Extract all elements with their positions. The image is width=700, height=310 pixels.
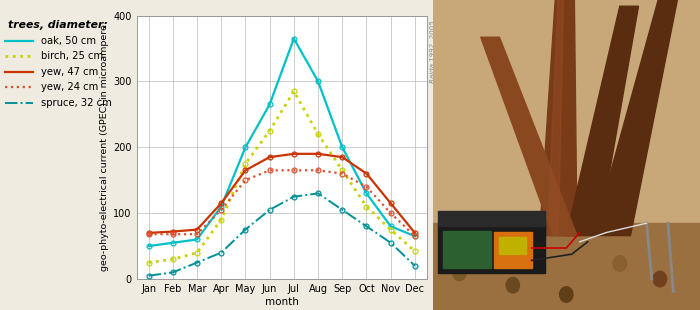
Polygon shape <box>566 6 638 236</box>
Bar <box>438 211 545 226</box>
Circle shape <box>506 277 519 293</box>
Bar <box>500 237 526 254</box>
Bar <box>438 223 545 273</box>
Polygon shape <box>540 0 577 236</box>
Bar <box>494 232 531 268</box>
X-axis label: month: month <box>265 297 299 307</box>
Bar <box>433 223 700 310</box>
Bar <box>443 231 491 268</box>
Polygon shape <box>593 0 678 236</box>
Legend: oak, 50 cm, birch, 25 cm, yew, 47 cm, yew, 24 cm, spruce, 32 cm: oak, 50 cm, birch, 25 cm, yew, 47 cm, ye… <box>5 20 112 108</box>
Circle shape <box>653 271 666 287</box>
Circle shape <box>466 234 480 250</box>
Polygon shape <box>547 0 564 236</box>
Circle shape <box>559 287 573 302</box>
Text: Rajda 1992, 2005: Rajda 1992, 2005 <box>430 21 436 83</box>
Circle shape <box>613 256 626 271</box>
Polygon shape <box>481 37 577 236</box>
Y-axis label: geo-phyto-electrical current (GPEC) in microampere: geo-phyto-electrical current (GPEC) in m… <box>100 24 109 271</box>
Circle shape <box>453 265 466 281</box>
